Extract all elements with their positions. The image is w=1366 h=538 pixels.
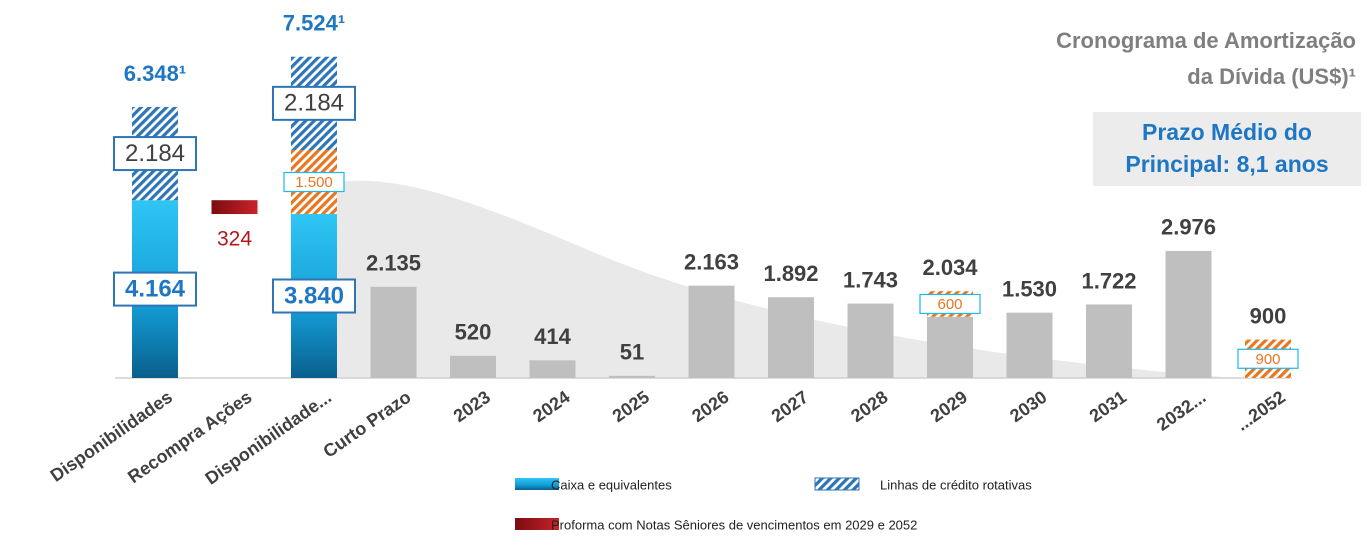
total-label: 900	[1250, 303, 1287, 328]
total-label: 1.722	[1081, 268, 1136, 293]
bar-segment	[768, 297, 814, 378]
total-label: 1.743	[843, 267, 898, 292]
legend-swatch	[515, 478, 559, 490]
x-tick-label: 2026	[688, 387, 732, 426]
total-label: 2.163	[684, 249, 739, 274]
x-tick-label: 2031	[1086, 387, 1130, 426]
legend-swatch	[814, 477, 860, 491]
value-box	[1237, 348, 1299, 369]
total-label: 7.524¹	[283, 11, 345, 36]
bar-segment	[450, 355, 496, 378]
total-label: 51	[620, 340, 644, 365]
bar-segment	[927, 316, 973, 378]
bar-segment	[211, 200, 258, 215]
legend-swatch	[515, 518, 559, 530]
bar-segment	[609, 375, 655, 378]
x-tick-label: 2027	[768, 387, 812, 426]
annotation: Principal: 8,1 anos	[1125, 151, 1328, 177]
value-box	[113, 271, 197, 307]
x-tick-label: 2024	[529, 387, 573, 426]
legend-label: Caixa e equivalentes	[551, 477, 672, 492]
x-tick-label: ...2052	[1232, 387, 1289, 435]
total-label: 2.034	[922, 255, 978, 280]
value-box	[272, 85, 356, 121]
total-label: 2.976	[1161, 215, 1216, 240]
bar-segment	[529, 360, 576, 378]
bar-segment	[847, 303, 894, 378]
value-box	[113, 136, 197, 172]
legend-label: Linhas de crédito rotativas	[880, 477, 1032, 492]
total-label: 1.892	[763, 261, 818, 286]
value-label: 4.164	[125, 275, 186, 302]
x-tick-label: 2030	[1006, 387, 1050, 426]
value-box	[272, 278, 356, 314]
total-label: 520	[455, 320, 492, 345]
total-label: 2.135	[366, 251, 421, 276]
total-label: 414	[534, 324, 571, 349]
x-tick-label: 2028	[847, 387, 891, 426]
x-tick-label: 2029	[927, 387, 971, 426]
title: Cronograma de Amortização	[1056, 28, 1356, 53]
bar-segment	[1165, 250, 1212, 378]
value-label: 900	[1255, 351, 1280, 368]
value-label: 2.184	[125, 140, 185, 167]
bar-segment	[1006, 312, 1053, 378]
total-label: 1.530	[1002, 276, 1057, 301]
annotation-box	[1093, 112, 1361, 186]
value-box	[283, 171, 345, 193]
value-label: 3.840	[284, 282, 344, 309]
annotation: Prazo Médio do	[1142, 119, 1312, 145]
legend-label: Proforma com Notas Sêniores de venciment…	[551, 517, 917, 532]
total-label: 6.348¹	[124, 61, 186, 86]
x-tick-label: 2032...	[1153, 387, 1210, 435]
value-label: 324	[217, 228, 252, 251]
bar-segment	[1086, 304, 1132, 378]
value-label: 1.500	[295, 174, 333, 191]
bar-segment	[688, 285, 735, 378]
value-label: 2.184	[284, 90, 344, 117]
bar-segment	[370, 286, 417, 378]
x-tick-label: Curto Prazo	[319, 387, 414, 462]
x-tick-label: 2025	[609, 387, 653, 426]
value-box	[919, 293, 981, 315]
title: da Dívida (US$)¹	[1187, 64, 1356, 89]
value-label: 600	[937, 296, 962, 313]
x-tick-label: 2023	[450, 387, 494, 426]
background-shape	[318, 180, 1235, 378]
